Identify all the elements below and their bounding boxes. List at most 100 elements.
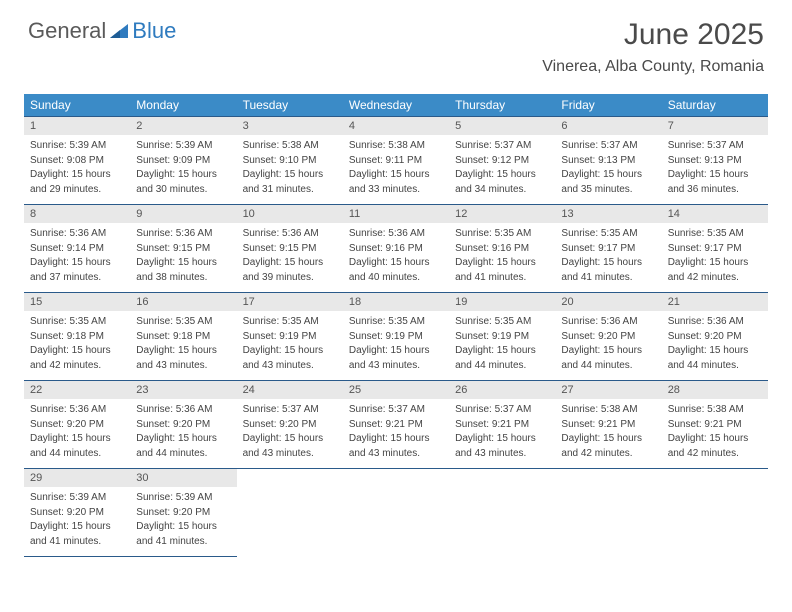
day-detail-line: and 41 minutes. [561, 271, 655, 285]
day-detail-line: and 31 minutes. [243, 183, 337, 197]
day-detail-line: and 44 minutes. [668, 359, 762, 373]
day-details: Sunrise: 5:36 AMSunset: 9:20 PMDaylight:… [130, 399, 236, 467]
day-number: 8 [24, 205, 130, 223]
day-number: 1 [24, 117, 130, 135]
day-number: 15 [24, 293, 130, 311]
day-header: Saturday [662, 94, 768, 117]
calendar-day-cell: 19Sunrise: 5:35 AMSunset: 9:19 PMDayligh… [449, 293, 555, 381]
day-detail-line: Sunset: 9:19 PM [455, 330, 549, 344]
day-details: Sunrise: 5:35 AMSunset: 9:16 PMDaylight:… [449, 223, 555, 291]
day-detail-line: Sunrise: 5:36 AM [561, 315, 655, 329]
day-number: 14 [662, 205, 768, 223]
day-detail-line: Sunrise: 5:39 AM [30, 139, 124, 153]
day-details: Sunrise: 5:37 AMSunset: 9:20 PMDaylight:… [237, 399, 343, 467]
day-header-row: Sunday Monday Tuesday Wednesday Thursday… [24, 94, 768, 117]
day-detail-line: Sunset: 9:08 PM [30, 154, 124, 168]
day-detail-line: Daylight: 15 hours [668, 168, 762, 182]
day-detail-line: and 43 minutes. [243, 447, 337, 461]
calendar-day-cell: 14Sunrise: 5:35 AMSunset: 9:17 PMDayligh… [662, 205, 768, 293]
calendar-day-cell: 13Sunrise: 5:35 AMSunset: 9:17 PMDayligh… [555, 205, 661, 293]
day-detail-line: Daylight: 15 hours [349, 168, 443, 182]
day-details: Sunrise: 5:35 AMSunset: 9:18 PMDaylight:… [24, 311, 130, 379]
day-number: 17 [237, 293, 343, 311]
day-detail-line: Sunrise: 5:36 AM [349, 227, 443, 241]
logo-word-blue: Blue [132, 18, 176, 44]
day-details: Sunrise: 5:37 AMSunset: 9:13 PMDaylight:… [555, 135, 661, 203]
day-detail-line: and 44 minutes. [455, 359, 549, 373]
day-details: Sunrise: 5:36 AMSunset: 9:15 PMDaylight:… [130, 223, 236, 291]
day-detail-line: Daylight: 15 hours [243, 432, 337, 446]
day-detail-line: and 39 minutes. [243, 271, 337, 285]
day-details: Sunrise: 5:35 AMSunset: 9:17 PMDaylight:… [662, 223, 768, 291]
day-header: Sunday [24, 94, 130, 117]
day-detail-line: Sunset: 9:21 PM [561, 418, 655, 432]
day-detail-line: Daylight: 15 hours [455, 256, 549, 270]
day-detail-line: and 41 minutes. [455, 271, 549, 285]
day-detail-line: Daylight: 15 hours [243, 256, 337, 270]
day-detail-line: and 44 minutes. [561, 359, 655, 373]
day-detail-line: Sunset: 9:20 PM [243, 418, 337, 432]
day-header: Monday [130, 94, 236, 117]
day-detail-line: Sunrise: 5:36 AM [136, 403, 230, 417]
day-detail-line: Sunrise: 5:37 AM [668, 139, 762, 153]
day-detail-line: and 43 minutes. [349, 447, 443, 461]
day-detail-line: and 36 minutes. [668, 183, 762, 197]
day-detail-line: Daylight: 15 hours [30, 168, 124, 182]
day-detail-line: Sunrise: 5:38 AM [349, 139, 443, 153]
day-details: Sunrise: 5:36 AMSunset: 9:20 PMDaylight:… [662, 311, 768, 379]
calendar-table: Sunday Monday Tuesday Wednesday Thursday… [24, 94, 768, 557]
day-detail-line: and 41 minutes. [136, 535, 230, 549]
day-detail-line: Sunrise: 5:39 AM [136, 491, 230, 505]
day-detail-line: Sunset: 9:13 PM [668, 154, 762, 168]
day-detail-line: Daylight: 15 hours [349, 432, 443, 446]
day-detail-line: Sunrise: 5:36 AM [30, 227, 124, 241]
day-detail-line: Daylight: 15 hours [455, 432, 549, 446]
day-detail-line: Daylight: 15 hours [30, 344, 124, 358]
day-number: 16 [130, 293, 236, 311]
day-number: 26 [449, 381, 555, 399]
calendar-day-cell: 11Sunrise: 5:36 AMSunset: 9:16 PMDayligh… [343, 205, 449, 293]
calendar-day-cell: 6Sunrise: 5:37 AMSunset: 9:13 PMDaylight… [555, 117, 661, 205]
day-detail-line: Daylight: 15 hours [136, 344, 230, 358]
day-detail-line: Sunrise: 5:37 AM [243, 403, 337, 417]
day-detail-line: Sunset: 9:20 PM [136, 506, 230, 520]
day-detail-line: Daylight: 15 hours [136, 432, 230, 446]
logo-sail-icon [108, 22, 130, 40]
day-details: Sunrise: 5:39 AMSunset: 9:20 PMDaylight:… [130, 487, 236, 555]
day-detail-line: Sunrise: 5:36 AM [30, 403, 124, 417]
day-detail-line: Daylight: 15 hours [243, 344, 337, 358]
day-detail-line: Daylight: 15 hours [30, 432, 124, 446]
day-detail-line: and 29 minutes. [30, 183, 124, 197]
day-detail-line: Sunset: 9:11 PM [349, 154, 443, 168]
day-detail-line: and 42 minutes. [561, 447, 655, 461]
day-number: 5 [449, 117, 555, 135]
day-detail-line: Sunrise: 5:38 AM [561, 403, 655, 417]
day-detail-line: and 44 minutes. [30, 447, 124, 461]
calendar-day-cell: 18Sunrise: 5:35 AMSunset: 9:19 PMDayligh… [343, 293, 449, 381]
day-detail-line: Sunset: 9:18 PM [30, 330, 124, 344]
day-number: 10 [237, 205, 343, 223]
day-detail-line: and 43 minutes. [136, 359, 230, 373]
day-number: 29 [24, 469, 130, 487]
day-detail-line: Sunset: 9:17 PM [561, 242, 655, 256]
calendar-day-cell: 16Sunrise: 5:35 AMSunset: 9:18 PMDayligh… [130, 293, 236, 381]
day-detail-line: Sunset: 9:09 PM [136, 154, 230, 168]
day-detail-line: Daylight: 15 hours [349, 344, 443, 358]
day-detail-line: Daylight: 15 hours [561, 432, 655, 446]
day-detail-line: Daylight: 15 hours [349, 256, 443, 270]
day-detail-line: Daylight: 15 hours [455, 344, 549, 358]
day-detail-line: Sunrise: 5:35 AM [30, 315, 124, 329]
day-detail-line: Daylight: 15 hours [668, 432, 762, 446]
day-detail-line: Sunrise: 5:35 AM [136, 315, 230, 329]
day-detail-line: Sunset: 9:20 PM [136, 418, 230, 432]
day-number: 27 [555, 381, 661, 399]
day-details: Sunrise: 5:39 AMSunset: 9:20 PMDaylight:… [24, 487, 130, 555]
day-header: Thursday [449, 94, 555, 117]
day-details: Sunrise: 5:35 AMSunset: 9:19 PMDaylight:… [449, 311, 555, 379]
logo: General Blue [28, 18, 176, 44]
day-details: Sunrise: 5:38 AMSunset: 9:21 PMDaylight:… [662, 399, 768, 467]
day-detail-line: Sunrise: 5:37 AM [349, 403, 443, 417]
calendar-week-row: 1Sunrise: 5:39 AMSunset: 9:08 PMDaylight… [24, 117, 768, 205]
day-detail-line: Daylight: 15 hours [243, 168, 337, 182]
day-detail-line: Sunset: 9:20 PM [30, 506, 124, 520]
